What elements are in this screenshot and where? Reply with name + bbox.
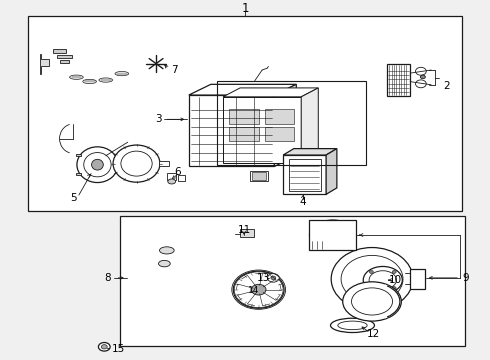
Text: 14: 14 bbox=[248, 286, 260, 295]
Bar bbox=[387, 64, 410, 96]
Ellipse shape bbox=[271, 276, 276, 280]
Bar bbox=[252, 172, 266, 180]
Polygon shape bbox=[76, 173, 81, 175]
Ellipse shape bbox=[159, 260, 170, 267]
Ellipse shape bbox=[310, 220, 356, 250]
Text: 1: 1 bbox=[241, 2, 249, 15]
Ellipse shape bbox=[251, 284, 266, 295]
Bar bbox=[57, 55, 72, 58]
Ellipse shape bbox=[392, 287, 396, 289]
Bar bbox=[265, 109, 294, 123]
Ellipse shape bbox=[369, 270, 373, 273]
Bar bbox=[27, 17, 463, 211]
Polygon shape bbox=[189, 84, 296, 95]
Ellipse shape bbox=[77, 147, 118, 183]
Bar bbox=[250, 171, 269, 181]
Ellipse shape bbox=[331, 248, 413, 310]
Ellipse shape bbox=[83, 79, 97, 84]
Bar bbox=[240, 229, 254, 237]
Ellipse shape bbox=[168, 179, 175, 184]
Bar bbox=[159, 161, 169, 166]
Text: 15: 15 bbox=[112, 343, 125, 354]
Ellipse shape bbox=[115, 72, 129, 76]
Ellipse shape bbox=[99, 78, 113, 82]
Polygon shape bbox=[76, 154, 81, 157]
Ellipse shape bbox=[363, 266, 402, 294]
Ellipse shape bbox=[369, 287, 373, 289]
Bar bbox=[223, 97, 301, 163]
Polygon shape bbox=[326, 149, 337, 194]
Text: 2: 2 bbox=[443, 81, 450, 91]
Bar bbox=[217, 81, 366, 165]
Ellipse shape bbox=[159, 247, 174, 254]
Polygon shape bbox=[274, 84, 296, 166]
Polygon shape bbox=[40, 54, 49, 74]
Ellipse shape bbox=[101, 345, 107, 349]
Bar bbox=[167, 173, 175, 180]
Text: 6: 6 bbox=[174, 167, 181, 177]
Polygon shape bbox=[283, 149, 337, 155]
Polygon shape bbox=[301, 88, 319, 163]
Text: 10: 10 bbox=[389, 275, 402, 285]
Ellipse shape bbox=[343, 282, 401, 321]
Text: 11: 11 bbox=[237, 225, 251, 235]
Text: 7: 7 bbox=[171, 65, 177, 75]
Bar bbox=[121, 216, 465, 346]
Ellipse shape bbox=[233, 271, 284, 308]
Text: 5: 5 bbox=[70, 193, 76, 203]
Bar bbox=[283, 155, 326, 194]
Bar bbox=[229, 109, 259, 123]
Bar bbox=[189, 95, 274, 166]
Ellipse shape bbox=[268, 274, 279, 282]
Bar bbox=[310, 220, 356, 250]
Bar bbox=[178, 175, 185, 181]
Text: 8: 8 bbox=[104, 273, 111, 283]
Ellipse shape bbox=[98, 342, 110, 351]
Text: 13: 13 bbox=[257, 273, 270, 283]
Bar bbox=[265, 127, 294, 141]
Ellipse shape bbox=[92, 159, 103, 170]
Text: 3: 3 bbox=[155, 114, 162, 124]
Bar bbox=[410, 269, 425, 289]
Ellipse shape bbox=[331, 318, 374, 333]
Bar bbox=[60, 60, 69, 63]
Polygon shape bbox=[223, 88, 318, 97]
Text: 4: 4 bbox=[299, 197, 306, 207]
Text: 9: 9 bbox=[463, 273, 469, 283]
Ellipse shape bbox=[420, 75, 425, 79]
Text: 12: 12 bbox=[367, 329, 380, 339]
Ellipse shape bbox=[113, 145, 160, 182]
Bar bbox=[53, 49, 66, 53]
Ellipse shape bbox=[70, 75, 83, 79]
Ellipse shape bbox=[392, 270, 396, 273]
Bar bbox=[229, 127, 259, 141]
Bar bbox=[289, 159, 321, 191]
